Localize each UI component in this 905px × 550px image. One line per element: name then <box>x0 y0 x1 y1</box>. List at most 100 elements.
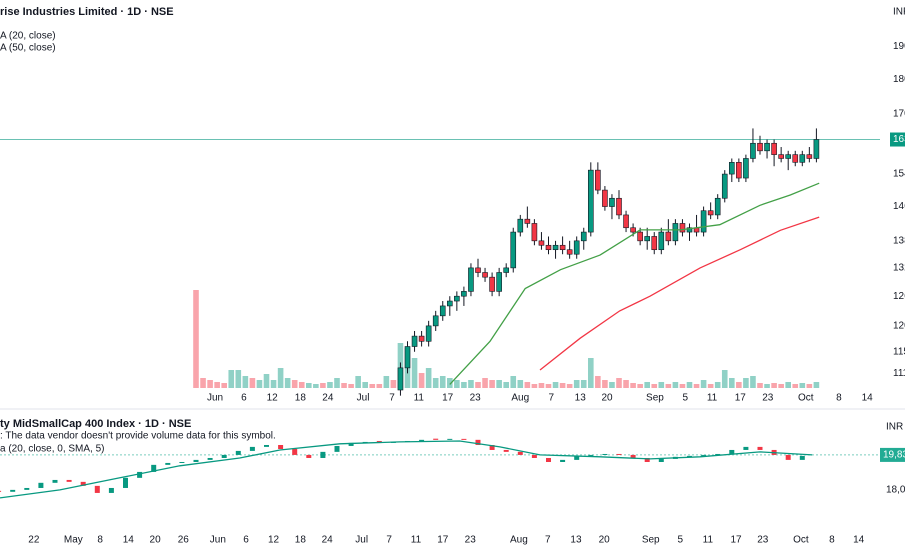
candle-body <box>531 223 538 242</box>
y-tick-label: 111 <box>893 368 905 379</box>
volume-bar <box>637 384 643 388</box>
volume-bar <box>609 382 615 388</box>
volume-bar <box>383 376 390 388</box>
candle-body <box>249 446 255 451</box>
candle-body <box>799 154 806 163</box>
volume-bar <box>235 370 242 388</box>
x-tick-label: 23 <box>762 393 774 404</box>
volume-bar <box>806 384 813 388</box>
x-tick-label: 23 <box>470 393 482 404</box>
symbol-title: ty MidSmallCap 400 Index · 1D · NSE <box>0 418 191 430</box>
currency: INR <box>886 422 903 433</box>
candle-body <box>588 454 594 456</box>
candle-body <box>714 197 721 216</box>
moving-average <box>449 182 820 385</box>
x-tick-label: 13 <box>570 535 582 546</box>
volume-bar <box>729 378 735 388</box>
volume-bar <box>510 376 517 388</box>
volume-bar <box>376 384 383 388</box>
x-tick-label: 18 <box>295 393 307 404</box>
volume-bar <box>552 382 559 388</box>
y-tick-label: 138 <box>893 235 905 246</box>
x-tick-label: Jul <box>357 393 370 404</box>
candle-body <box>771 142 777 155</box>
volume-bar <box>700 380 707 388</box>
volume-bar <box>454 380 460 388</box>
x-tick-label: 11 <box>411 535 422 546</box>
candle-body <box>665 231 672 242</box>
candle-body <box>411 335 418 347</box>
volume-bar <box>707 384 714 388</box>
symbol-title: rise Industries Limited · 1D · NSE <box>0 6 174 18</box>
candle-body <box>503 449 509 452</box>
volume-bar <box>785 382 791 388</box>
volume-bar <box>651 384 658 388</box>
candle-body <box>644 236 651 242</box>
last-price-box <box>880 447 905 462</box>
candle-body <box>757 142 763 152</box>
volume-bar <box>277 368 284 388</box>
volume-bar <box>714 382 721 388</box>
volume-bar <box>214 382 220 388</box>
candle-body <box>574 455 580 460</box>
candle-body <box>38 482 44 488</box>
candle-body <box>0 490 2 492</box>
volume-bar <box>524 382 531 388</box>
candle-body <box>94 485 100 493</box>
candle-body <box>207 457 213 460</box>
candle-body <box>397 367 404 391</box>
volume-bar <box>538 383 545 388</box>
candle-body <box>151 464 157 472</box>
candle-body <box>348 442 354 446</box>
volume-bar <box>263 374 270 388</box>
volume-bar <box>580 380 587 388</box>
candle-body <box>24 487 30 490</box>
volume-bar <box>573 380 580 388</box>
volume-bar <box>813 382 820 388</box>
volume-bar <box>736 382 742 388</box>
x-tick-label: May <box>64 535 83 546</box>
candle-body <box>736 162 742 179</box>
candle-body <box>517 451 523 455</box>
candle-body <box>546 457 551 462</box>
candle-body <box>418 335 425 342</box>
candle-body <box>715 453 721 455</box>
last-price-label: 19,831 <box>883 450 905 461</box>
candle-body <box>52 479 58 483</box>
volume-bar <box>679 384 686 388</box>
volume-bar <box>482 378 488 388</box>
candle-body <box>644 457 650 462</box>
candle-body <box>10 489 16 492</box>
candle-body <box>503 267 510 273</box>
x-tick-label: 7 <box>386 535 392 546</box>
candle-body <box>651 236 658 251</box>
candle-body <box>700 210 707 233</box>
volume-bar <box>418 373 425 388</box>
x-tick-label: 7 <box>545 535 551 546</box>
x-tick-label: 12 <box>267 393 279 404</box>
candle-body <box>376 440 382 442</box>
candle-body <box>475 267 481 273</box>
x-tick-label: 14 <box>862 393 874 404</box>
moving-average <box>539 216 820 371</box>
volume-bar <box>291 380 298 388</box>
candle-body <box>278 444 284 450</box>
x-tick-label: 8 <box>829 535 835 546</box>
x-tick-label: 11 <box>414 393 425 404</box>
last-price-label: 163 <box>893 134 905 145</box>
volume-bar <box>475 382 481 388</box>
x-tick-label: 6 <box>241 393 247 404</box>
candle-body <box>701 454 707 456</box>
x-tick-label: Sep <box>646 393 664 404</box>
candle-body <box>602 189 608 207</box>
candle-body <box>108 487 114 493</box>
volume-bar <box>799 383 806 388</box>
volume-bar <box>778 384 784 388</box>
x-tick-label: 14 <box>853 535 865 546</box>
volume-bar <box>200 378 206 388</box>
volume-bar <box>764 384 770 388</box>
notice: : The data vendor doesn't provide volume… <box>0 431 276 442</box>
candle-body <box>658 231 665 251</box>
volume-bar <box>559 383 566 388</box>
moving-average <box>0 440 813 499</box>
